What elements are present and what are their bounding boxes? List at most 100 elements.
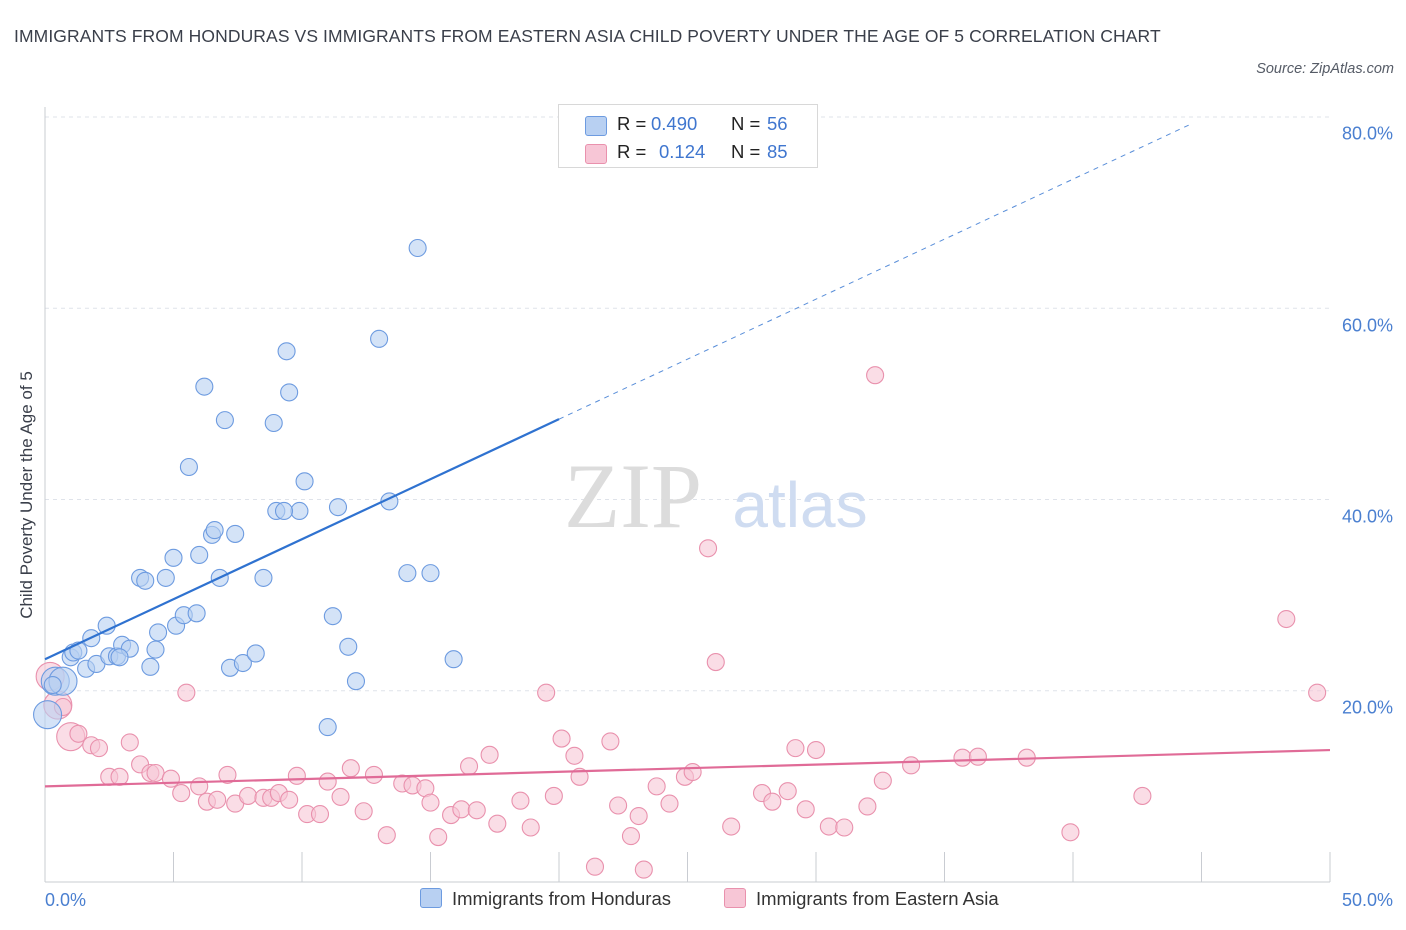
honduras-point	[254, 568, 273, 587]
honduras-point	[187, 604, 206, 623]
honduras-point	[318, 718, 337, 737]
eastern-asia-point	[565, 746, 584, 765]
honduras-point	[290, 501, 309, 521]
eastern-asia-point	[763, 792, 782, 811]
honduras-point	[226, 524, 245, 543]
honduras-point	[339, 637, 358, 656]
honduras-point	[215, 411, 234, 430]
eastern-asia-point	[146, 763, 165, 783]
honduras-point	[328, 498, 348, 517]
honduras-point	[421, 564, 440, 583]
honduras-point	[408, 238, 427, 258]
eastern-asia-point	[120, 733, 139, 752]
eastern-asia-point	[467, 801, 486, 820]
eastern-asia-point	[161, 769, 180, 788]
eastern-asia-point	[1308, 683, 1327, 702]
chart-title: IMMIGRANTS FROM HONDURAS VS IMMIGRANTS F…	[14, 26, 1161, 46]
eastern-asia-point	[190, 777, 209, 796]
gridlines	[45, 116, 1330, 692]
honduras-trend-line	[44, 418, 560, 661]
eastern-asia-point	[537, 683, 556, 702]
legend-item-eastern-asia[interactable]: Immigrants from Eastern Asia	[724, 888, 999, 910]
eastern-asia-point	[873, 771, 892, 790]
eastern-asia-point	[238, 786, 258, 805]
n-label: N =	[731, 141, 761, 162]
eastern-asia-point	[953, 748, 972, 767]
series-honduras	[33, 238, 463, 737]
honduras-point	[156, 568, 175, 587]
eastern-asia-point	[968, 747, 987, 766]
eastern-asia-point	[172, 784, 191, 803]
eastern-asia-point	[459, 757, 479, 776]
honduras-point	[274, 501, 294, 521]
eastern-asia-point	[806, 740, 826, 760]
honduras-point	[195, 377, 214, 396]
y-tick-20: 20.0%	[1341, 697, 1393, 718]
honduras-point	[141, 657, 160, 676]
eastern-asia-point	[521, 818, 540, 837]
eastern-asia-point	[364, 765, 384, 784]
eastern-asia-point	[722, 817, 741, 836]
honduras-legend-swatch	[420, 888, 442, 908]
honduras-point	[110, 648, 129, 667]
eastern-asia-point	[835, 818, 854, 837]
honduras-point	[295, 472, 314, 491]
r-value: 0.124	[659, 141, 706, 162]
eastern-asia-swatch	[585, 144, 607, 164]
eastern-asia-point	[609, 796, 628, 815]
eastern-asia-point	[647, 777, 666, 796]
eastern-asia-point	[634, 860, 653, 879]
eastern-asia-point	[1133, 786, 1152, 805]
y-tick-60: 60.0%	[1341, 315, 1393, 336]
eastern-asia-point	[601, 732, 620, 751]
honduras-point	[246, 644, 265, 663]
honduras-point	[280, 383, 299, 402]
eastern-asia-point	[699, 539, 718, 558]
honduras-point	[146, 640, 165, 659]
eastern-asia-legend-swatch	[724, 888, 746, 908]
eastern-asia-point	[858, 797, 877, 816]
stats-legend: R = 0.490 N = 56 R = 0.124 N = 85	[558, 104, 818, 168]
eastern-asia-point	[1061, 823, 1080, 842]
series-eastern-asia	[35, 366, 1327, 879]
honduras-point	[136, 571, 155, 590]
eastern-asia-point	[354, 802, 373, 821]
eastern-asia-point	[89, 739, 109, 758]
eastern-asia-point	[660, 794, 679, 813]
eastern-asia-point	[429, 828, 448, 847]
eastern-asia-point	[318, 772, 337, 791]
eastern-asia-point	[866, 366, 885, 385]
x-tick-min: 0.0%	[45, 890, 87, 910]
eastern-asia-point	[208, 790, 227, 809]
honduras-point	[179, 457, 198, 477]
honduras-point	[346, 672, 366, 691]
trend-lines	[44, 124, 1331, 788]
eastern-asia-point	[511, 791, 530, 810]
eastern-asia-point	[1277, 609, 1296, 629]
eastern-asia-point	[280, 790, 299, 809]
honduras-point	[43, 675, 62, 695]
eastern-asia-point	[421, 793, 440, 812]
n-label: N =	[731, 113, 761, 134]
honduras-point	[190, 545, 209, 565]
source-label: Source: ZipAtlas.com	[1256, 61, 1394, 77]
y-tick-40: 40.0%	[1341, 506, 1393, 527]
eastern-asia-point	[488, 814, 507, 833]
r-label: R =	[617, 141, 647, 162]
eastern-asia-point	[570, 767, 589, 786]
n-value: 56	[767, 113, 788, 134]
eastern-asia-point	[796, 800, 815, 819]
n-value: 85	[767, 141, 788, 162]
eastern-asia-point	[331, 787, 350, 806]
eastern-asia-point	[706, 653, 725, 672]
honduras-point	[398, 564, 417, 583]
honduras-point	[205, 521, 224, 540]
honduras-point	[370, 329, 389, 348]
honduras-point	[33, 700, 63, 730]
r-value: 0.490	[651, 113, 698, 134]
legend-item-honduras[interactable]: Immigrants from Honduras	[420, 888, 671, 910]
honduras-point	[149, 623, 168, 642]
eastern-asia-point	[452, 800, 471, 819]
eastern-asia-point	[218, 765, 237, 784]
